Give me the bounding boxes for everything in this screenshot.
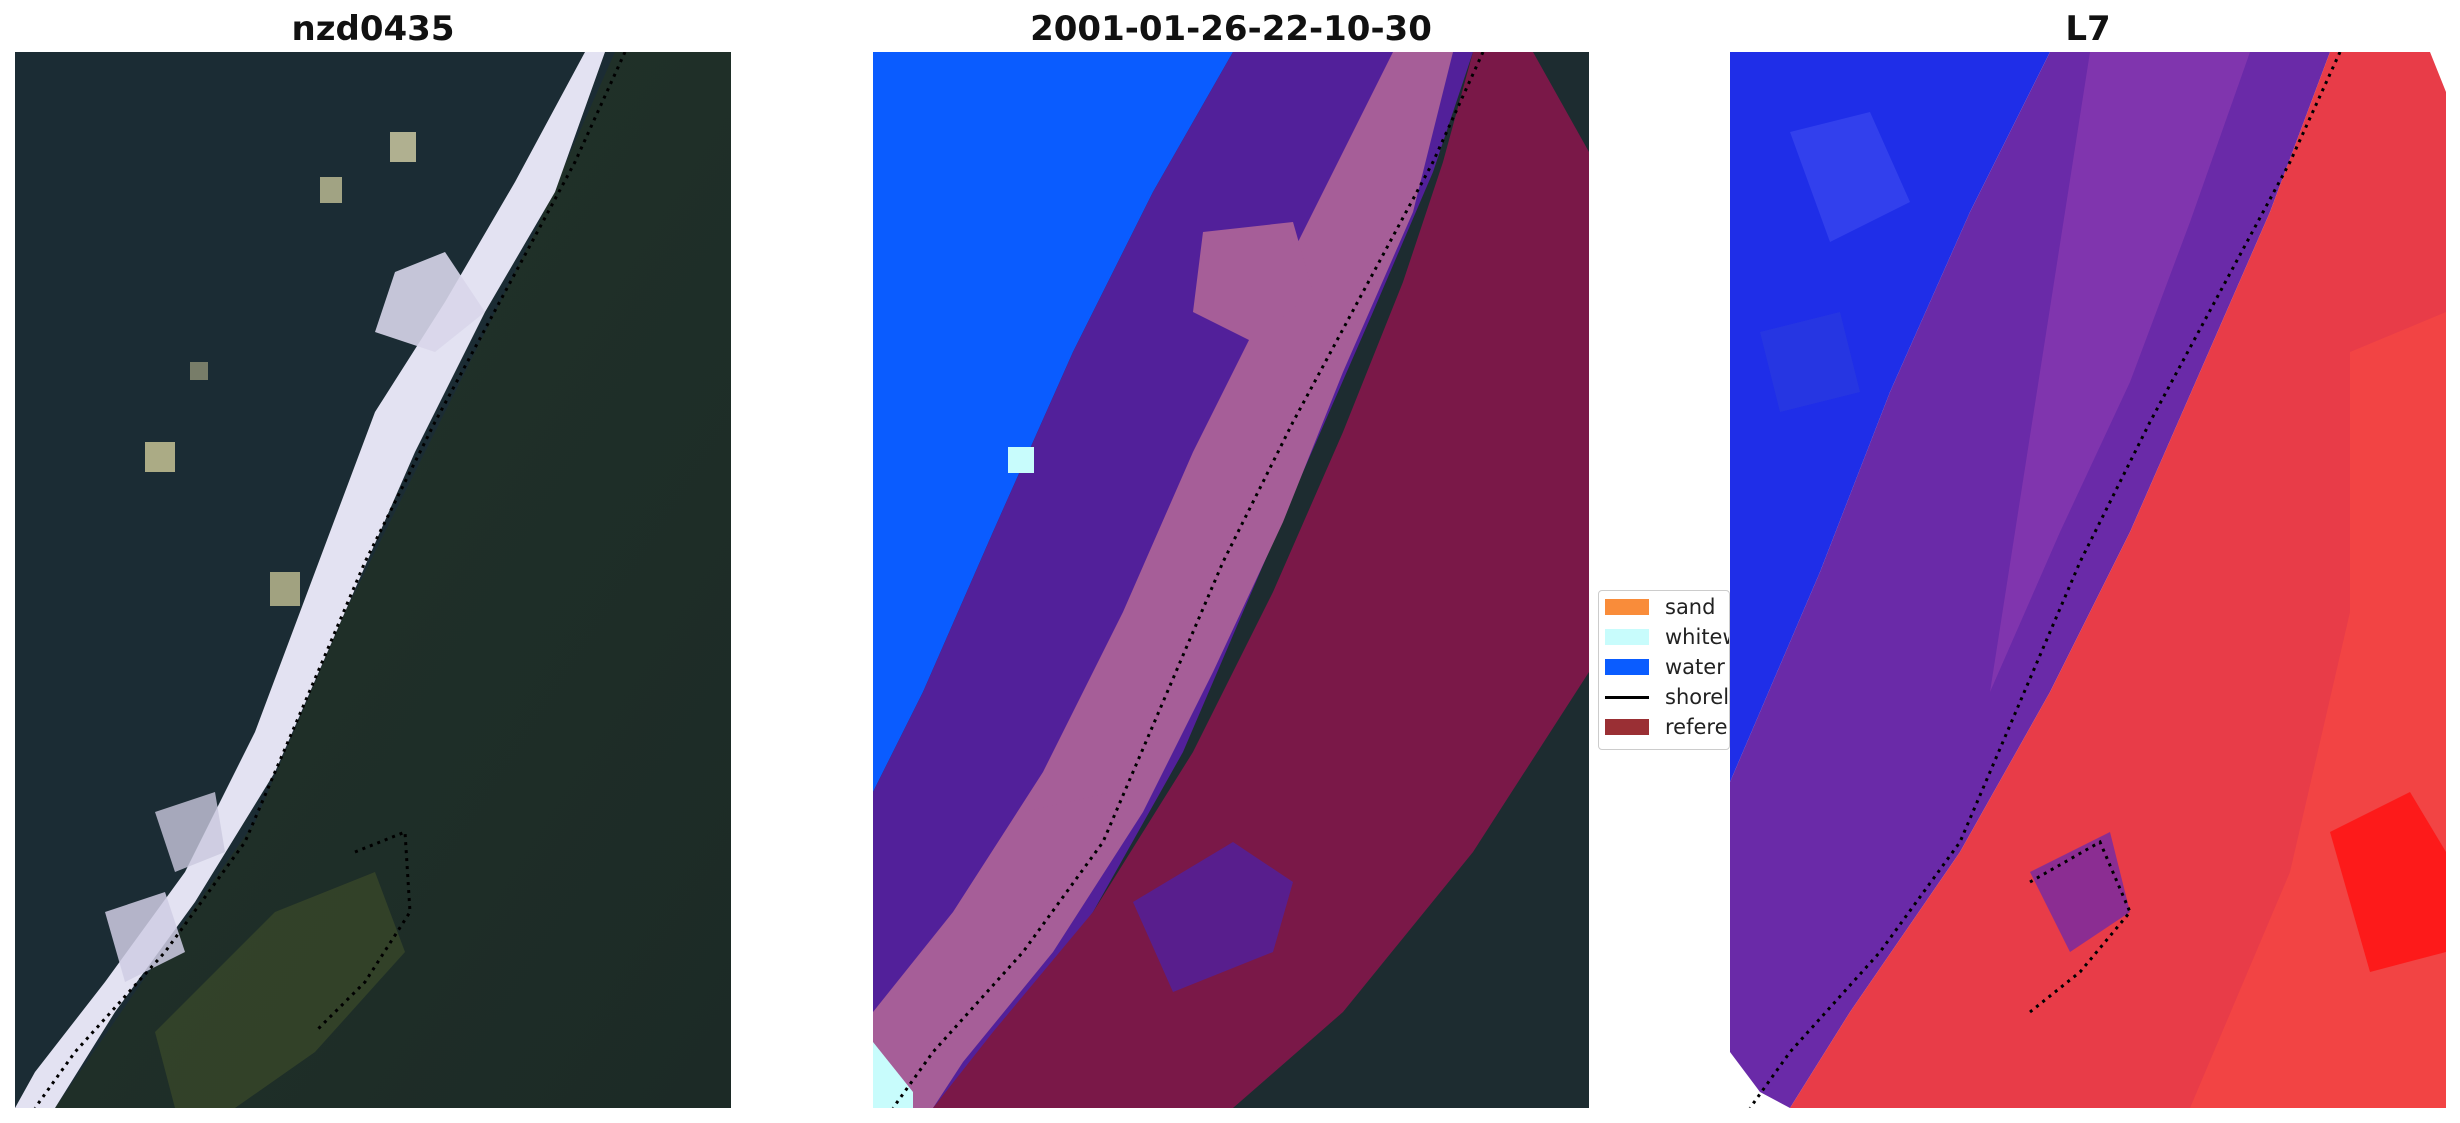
- index-image: [1730, 52, 2446, 1108]
- rgb-image-panel: [15, 52, 731, 1108]
- legend-swatch-water: [1605, 659, 1649, 675]
- legend-label: water: [1665, 655, 1725, 679]
- legend-line-shoreline: [1605, 696, 1649, 699]
- legend-label: reference: [1665, 715, 1729, 739]
- classification-panel: [873, 52, 1589, 1108]
- index-panel: [1730, 52, 2446, 1108]
- legend-swatch-reference: [1605, 719, 1649, 735]
- rgb-image: [15, 52, 731, 1108]
- legend-label: shoreline: [1665, 685, 1730, 709]
- panel-title-index: L7: [2065, 9, 2111, 49]
- classification-image: [873, 52, 1589, 1108]
- panel-title-classification: 2001-01-26-22-10-30: [1030, 9, 1432, 49]
- legend-label: sand: [1665, 595, 1716, 619]
- legend-swatch-sand: [1605, 599, 1649, 615]
- panel-title-rgb: nzd0435: [291, 9, 455, 49]
- legend-swatch-whitewater: [1605, 629, 1649, 645]
